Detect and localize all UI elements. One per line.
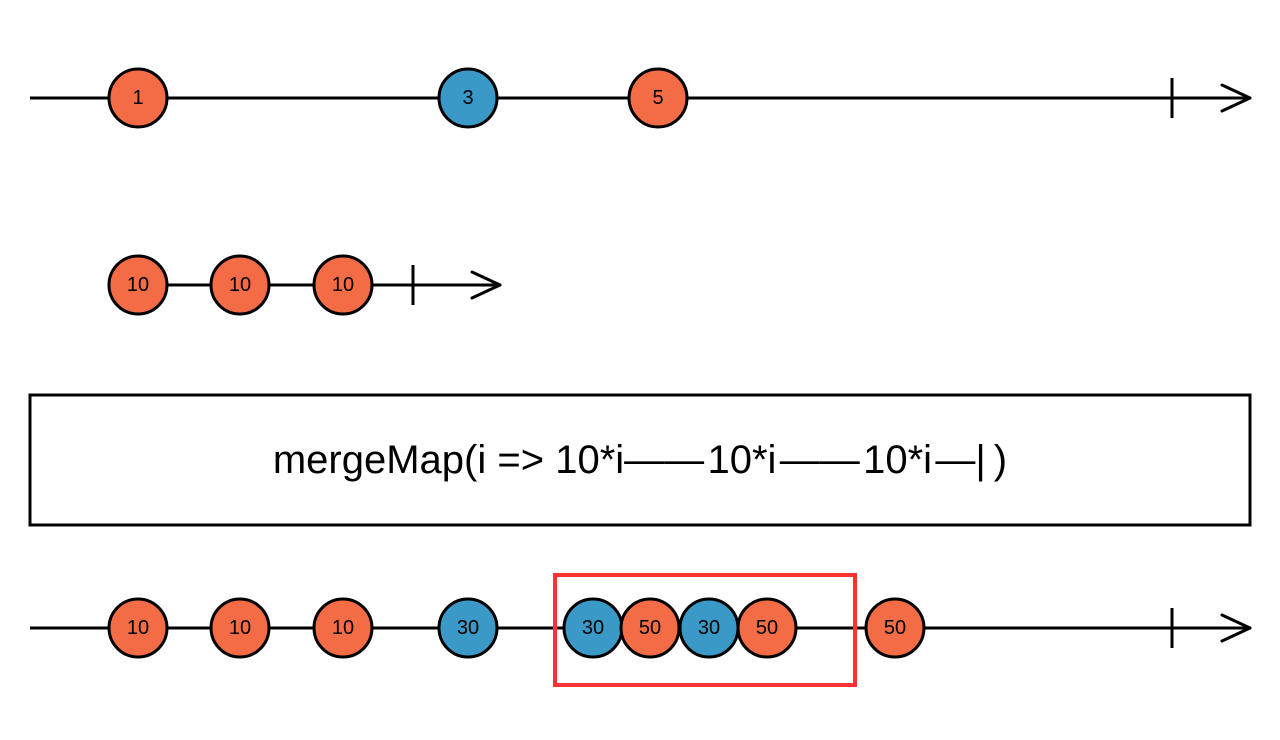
operator-label: mergeMap(i => 10*i—— 10*i —— 10*i —| ) <box>273 438 1007 482</box>
marble-result-1: 10 <box>211 599 269 657</box>
marble-label: 5 <box>652 87 663 109</box>
marble-label: 50 <box>884 617 906 639</box>
marble-result-3: 30 <box>439 599 497 657</box>
timeline-inner: 10 10 10 <box>108 256 500 314</box>
marble-inner-1: 10 <box>211 256 269 314</box>
marble-source-0: 1 <box>109 69 167 127</box>
marble-diagram: 1 3 5 10 10 10 10 10 10 30 30 50 30 50 50 mergeMap(i =>… <box>0 0 1280 740</box>
marble-result-4: 30 <box>564 599 622 657</box>
marble-label: 10 <box>332 274 354 296</box>
operator-box: mergeMap(i => 10*i—— 10*i —— 10*i —| ) <box>30 395 1250 525</box>
marble-result-7: 50 <box>738 599 796 657</box>
marble-source-2: 5 <box>629 69 687 127</box>
marble-inner-0: 10 <box>109 256 167 314</box>
marble-label: 10 <box>332 617 354 639</box>
marble-result-6: 30 <box>680 599 738 657</box>
timeline-source: 1 3 5 <box>30 69 1250 127</box>
marble-label: 30 <box>698 617 720 639</box>
marble-label: 10 <box>127 617 149 639</box>
timeline-result: 10 10 10 30 30 50 30 50 50 <box>30 599 1250 657</box>
marble-source-1: 3 <box>439 69 497 127</box>
marble-label: 10 <box>229 274 251 296</box>
marble-label: 10 <box>229 617 251 639</box>
marble-label: 30 <box>457 617 479 639</box>
marble-label: 3 <box>462 87 473 109</box>
marble-result-0: 10 <box>109 599 167 657</box>
marble-label: 10 <box>127 274 149 296</box>
marble-label: 30 <box>582 617 604 639</box>
marble-result-5: 50 <box>621 599 679 657</box>
marble-label: 50 <box>639 617 661 639</box>
marble-result-2: 10 <box>314 599 372 657</box>
marble-label: 50 <box>756 617 778 639</box>
marble-label: 1 <box>132 87 143 109</box>
marble-result-8: 50 <box>866 599 924 657</box>
marble-inner-2: 10 <box>314 256 372 314</box>
